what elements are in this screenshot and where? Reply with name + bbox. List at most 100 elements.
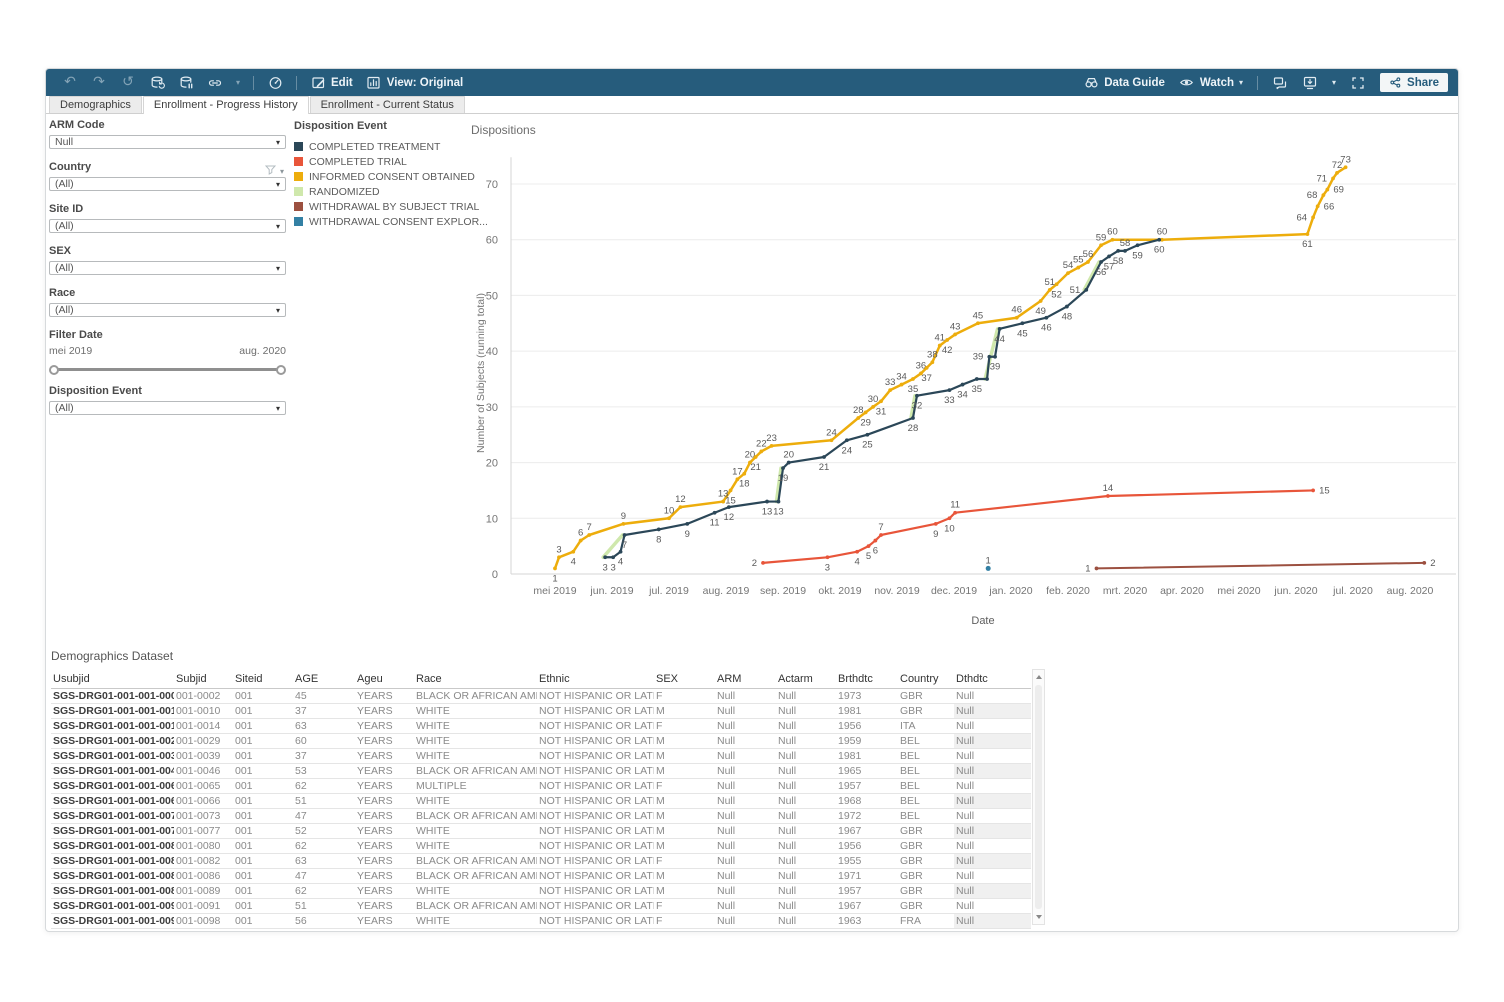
slider-handle-start[interactable]	[49, 365, 59, 375]
chevron-down-icon[interactable]: ▾	[236, 77, 241, 87]
filter-value: (All)	[55, 262, 74, 274]
race-filter-dropdown[interactable]: (All) ▾	[49, 303, 286, 317]
data-guide-button[interactable]: Data Guide	[1083, 75, 1165, 91]
metrics-gauge-icon[interactable]	[267, 75, 283, 91]
disposition-event-filter-dropdown[interactable]: (All) ▾	[49, 401, 286, 415]
column-header-ethnic[interactable]: Ethnic	[537, 671, 654, 689]
svg-text:46: 46	[1041, 323, 1052, 334]
sex-filter-dropdown[interactable]: (All) ▾	[49, 261, 286, 275]
table-row[interactable]: SGS-DRG01-001-001-0073 001-0073 001 47 YEARS…	[51, 808, 1031, 824]
dispositions-chart[interactable]: 0 10 20 30 40 50 60 70 mei 2019 jun. 2019 jul. 201…	[438, 117, 1458, 639]
legend-item-withdrawal-by-subject-trial[interactable]: WITHDRAWAL BY SUBJECT TRIAL	[294, 199, 479, 214]
pause-updates-icon[interactable]	[178, 75, 194, 91]
tab-demographics[interactable]: Demographics	[49, 96, 142, 113]
slider-handle-end[interactable]	[276, 365, 286, 375]
table-cell: M	[654, 883, 715, 899]
table-row[interactable]: SGS-DRG01-001-001-0039 001-0039 001 37 YEARS…	[51, 748, 1031, 764]
table-cell: Null	[715, 808, 776, 824]
edit-pencil-icon	[310, 75, 326, 91]
table-cell: 001	[233, 808, 293, 824]
fullscreen-icon[interactable]	[1350, 75, 1366, 91]
table-row[interactable]: SGS-DRG01-001-001-0002 001-0002 001 45 YEARS…	[51, 688, 1031, 704]
scrollbar-thumb[interactable]	[1035, 685, 1042, 909]
site-id-filter-dropdown[interactable]: (All) ▾	[49, 219, 286, 233]
table-row[interactable]: SGS-DRG01-001-001-0046 001-0046 001 53 YEARS…	[51, 763, 1031, 779]
download-icon[interactable]	[1302, 75, 1318, 91]
table-cell: 001	[233, 763, 293, 779]
share-nodes-icon	[1390, 77, 1401, 88]
table-row[interactable]: SGS-DRG01-001-001-0065 001-0065 001 62 YEARS…	[51, 778, 1031, 794]
watch-button[interactable]: Watch ▾	[1179, 75, 1243, 91]
column-header-arm[interactable]: ARM	[715, 671, 776, 689]
table-cell: YEARS	[355, 868, 414, 884]
table-cell: 001	[233, 733, 293, 749]
share-button[interactable]: Share	[1380, 73, 1448, 92]
tab-enrollment-progress-history[interactable]: Enrollment - Progress History	[142, 96, 309, 114]
table-row[interactable]: SGS-DRG01-001-001-0089 001-0089 001 62 YEARS…	[51, 883, 1031, 899]
table-cell: YEARS	[355, 718, 414, 734]
chevron-down-icon[interactable]: ▾	[1332, 77, 1337, 87]
tab-enrollment-current-status[interactable]: Enrollment - Current Status	[309, 96, 465, 113]
table-cell: Null	[715, 913, 776, 929]
legend-item-withdrawal-consent-explor[interactable]: WITHDRAWAL CONSENT EXPLOR...	[294, 214, 488, 229]
table-row[interactable]: SGS-DRG01-001-001-0077 001-0077 001 52 YEARS…	[51, 823, 1031, 839]
table-cell: M	[654, 838, 715, 854]
table-row[interactable]: SGS-DRG01-001-001-0010 001-0010 001 37 YEARS…	[51, 703, 1031, 719]
svg-text:56: 56	[1096, 267, 1107, 278]
undo-icon[interactable]: ↶	[64, 74, 76, 90]
table-row[interactable]: SGS-DRG01-001-001-0029 001-0029 001 60 YEARS…	[51, 733, 1031, 749]
slider-track[interactable]	[53, 368, 282, 371]
refresh-data-icon[interactable]	[149, 75, 165, 91]
column-header-actarm[interactable]: Actarm	[776, 671, 836, 689]
svg-text:56: 56	[1083, 249, 1094, 260]
edit-button[interactable]: Edit	[310, 75, 353, 91]
revert-icon[interactable]: ↺	[122, 74, 134, 90]
column-header-race[interactable]: Race	[414, 671, 537, 689]
table-cell: YEARS	[355, 793, 414, 809]
column-header-subjid[interactable]: Subjid	[174, 671, 233, 689]
legend-item-completed-trial[interactable]: COMPLETED TRIAL	[294, 154, 469, 169]
table-row[interactable]: SGS-DRG01-001-001-0082 001-0082 001 63 YEARS…	[51, 853, 1031, 869]
svg-text:20: 20	[486, 458, 498, 470]
svg-text:9: 9	[621, 511, 626, 522]
svg-text:12: 12	[675, 494, 686, 505]
svg-text:48: 48	[1062, 312, 1073, 323]
table-cell: WHITE	[414, 793, 537, 809]
filter-date-slider[interactable]	[49, 365, 286, 375]
table-row[interactable]: SGS-DRG01-001-001-0086 001-0086 001 47 YEARS…	[51, 868, 1031, 884]
legend-item-randomized[interactable]: RANDOMIZED	[294, 184, 469, 199]
column-header-sex[interactable]: SEX	[654, 671, 715, 689]
table-cell: SGS-DRG01-001-001-0082	[51, 853, 174, 869]
column-header-usubjid[interactable]: Usubjid	[51, 671, 174, 689]
legend-item-completed-treatment[interactable]: COMPLETED TREATMENT	[294, 139, 469, 154]
redo-icon[interactable]: ↷	[93, 74, 105, 90]
column-header-siteid[interactable]: Siteid	[233, 671, 293, 689]
table-cell: Null	[715, 883, 776, 899]
column-header-country[interactable]: Country	[898, 671, 954, 689]
table-row[interactable]: SGS-DRG01-001-001-0066 001-0066 001 51 YEARS…	[51, 793, 1031, 809]
comments-icon[interactable]	[1272, 75, 1288, 91]
column-header-brthdtc[interactable]: Brthdtc	[836, 671, 898, 689]
table-row[interactable]: SGS-DRG01-001-001-0098 001-0098 001 56 YEARS…	[51, 913, 1031, 929]
table-row[interactable]: SGS-DRG01-001-001-0091 001-0091 001 51 YEARS…	[51, 898, 1031, 914]
link-icon[interactable]	[207, 75, 223, 91]
column-header-age[interactable]: AGE	[293, 671, 355, 689]
table-cell: NOT HISPANIC OR LATINO	[537, 748, 654, 764]
scroll-down-icon[interactable]	[1035, 915, 1042, 919]
legend-item-informed-consent-obtained[interactable]: INFORMED CONSENT OBTAINED	[294, 169, 475, 184]
table-row[interactable]: SGS-DRG01-001-001-0080 001-0080 001 62 YEARS…	[51, 838, 1031, 854]
svg-text:2: 2	[1430, 558, 1435, 569]
filter-funnel-icon[interactable]	[264, 162, 277, 180]
scroll-up-icon[interactable]	[1035, 675, 1042, 679]
column-header-dthdtc[interactable]: Dthdtc	[954, 671, 1031, 689]
view-original-button[interactable]: View: Original	[366, 75, 463, 91]
svg-text:sep. 2019: sep. 2019	[760, 585, 806, 597]
table-row[interactable]: SGS-DRG01-001-001-0014 001-0014 001 63 YEARS…	[51, 718, 1031, 734]
column-header-ageu[interactable]: Ageu	[355, 671, 414, 689]
arm-code-filter-dropdown[interactable]: Null ▾	[49, 135, 286, 149]
legend-swatch	[294, 217, 303, 226]
table-cell: 001	[233, 793, 293, 809]
table-scrollbar[interactable]	[1032, 669, 1045, 925]
chevron-down-icon[interactable]: ▾	[279, 166, 284, 176]
country-filter-dropdown[interactable]: (All) ▾	[49, 177, 286, 191]
